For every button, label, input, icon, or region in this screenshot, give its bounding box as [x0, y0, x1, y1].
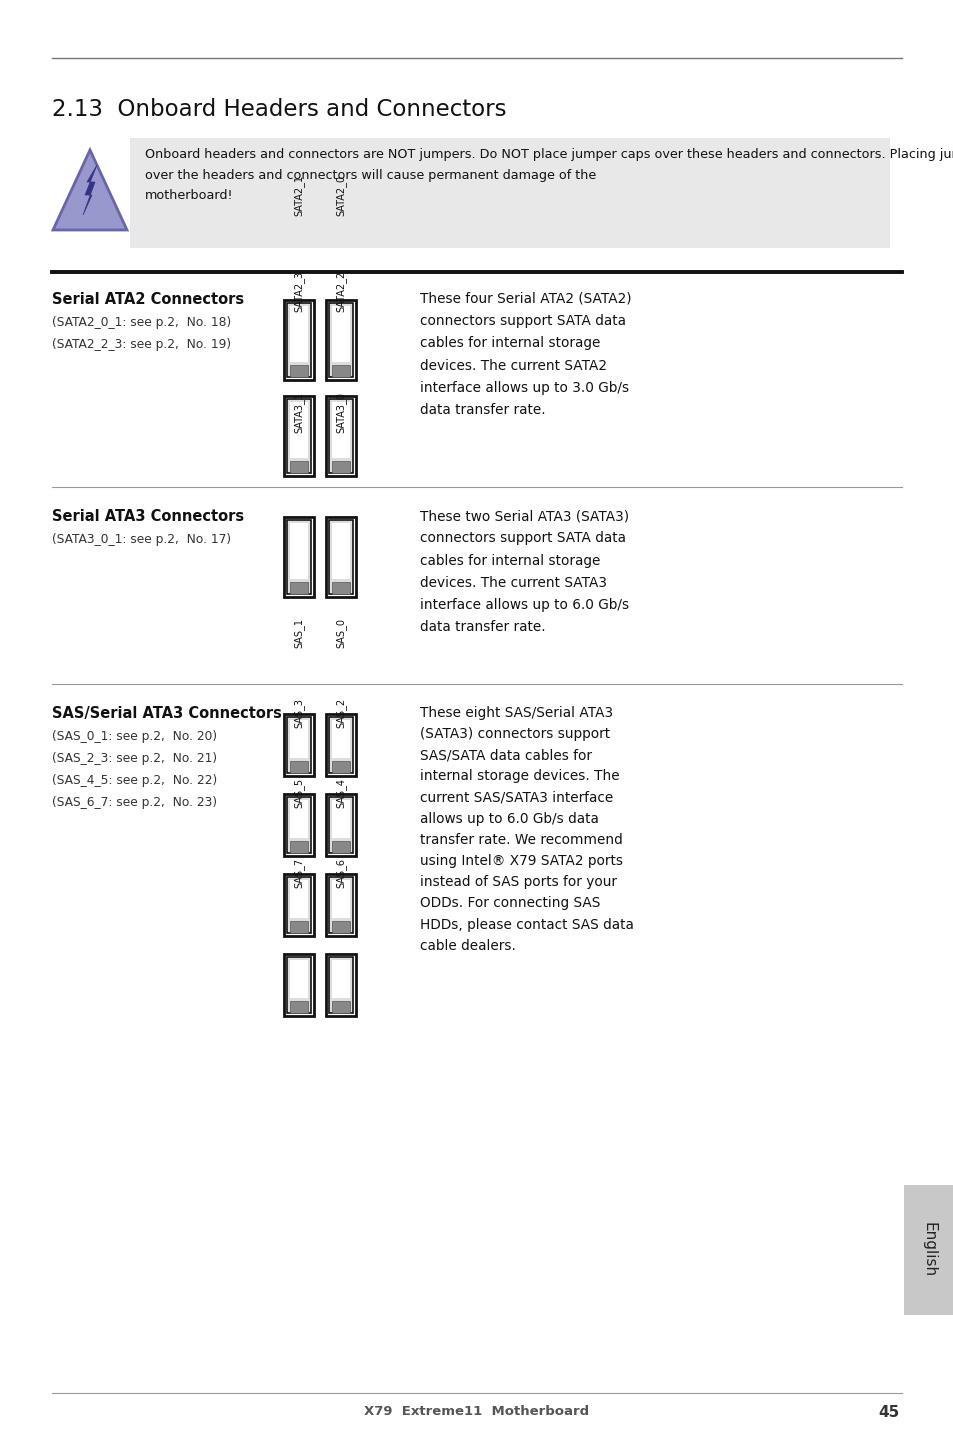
Bar: [329, 520, 353, 594]
Polygon shape: [83, 165, 97, 215]
Bar: [332, 841, 350, 853]
Text: Onboard headers and connectors are NOT jumpers. Do NOT place jumper caps over th: Onboard headers and connectors are NOT j…: [145, 147, 953, 202]
Bar: [332, 959, 350, 998]
Bar: [284, 793, 314, 856]
Bar: [332, 760, 350, 773]
Text: These two Serial ATA3 (SATA3)
connectors support SATA data
cables for internal s: These two Serial ATA3 (SATA3) connectors…: [419, 508, 628, 634]
Bar: [290, 881, 308, 918]
Text: SAS_0: SAS_0: [335, 619, 346, 649]
Bar: [326, 517, 355, 597]
Bar: [284, 874, 314, 937]
Text: Serial ATA2 Connectors: Serial ATA2 Connectors: [52, 292, 244, 306]
Bar: [290, 365, 308, 377]
Bar: [290, 1001, 308, 1012]
Text: SATA3_0: SATA3_0: [335, 392, 346, 432]
Bar: [329, 304, 353, 377]
Text: SATA2_3: SATA2_3: [294, 271, 304, 312]
Bar: [332, 1001, 350, 1012]
Bar: [326, 715, 355, 776]
Bar: [287, 400, 311, 473]
Text: English: English: [921, 1223, 936, 1277]
Bar: [290, 581, 308, 594]
Bar: [326, 874, 355, 937]
Bar: [287, 304, 311, 377]
Bar: [329, 957, 353, 1012]
Text: (SAS_0_1: see p.2,  No. 20): (SAS_0_1: see p.2, No. 20): [52, 730, 217, 743]
Bar: [332, 881, 350, 918]
Bar: [287, 717, 311, 773]
Text: (SAS_4_5: see p.2,  No. 22): (SAS_4_5: see p.2, No. 22): [52, 775, 217, 788]
Text: (SATA2_0_1: see p.2,  No. 18): (SATA2_0_1: see p.2, No. 18): [52, 316, 231, 329]
Text: These four Serial ATA2 (SATA2)
connectors support SATA data
cables for internal : These four Serial ATA2 (SATA2) connector…: [419, 292, 631, 417]
Text: SAS_1: SAS_1: [294, 619, 304, 649]
Text: SATA3_1: SATA3_1: [294, 392, 304, 432]
Bar: [290, 461, 308, 473]
Bar: [326, 299, 355, 379]
Bar: [290, 760, 308, 773]
Bar: [287, 876, 311, 934]
Bar: [290, 402, 308, 458]
Text: SATA2_0: SATA2_0: [335, 175, 346, 216]
Text: (SATA2_2_3: see p.2,  No. 19): (SATA2_2_3: see p.2, No. 19): [52, 338, 231, 351]
Bar: [332, 365, 350, 377]
Bar: [326, 954, 355, 1015]
Bar: [287, 957, 311, 1012]
Text: SAS/Serial ATA3 Connectors: SAS/Serial ATA3 Connectors: [52, 706, 281, 720]
Bar: [290, 959, 308, 998]
Bar: [284, 397, 314, 475]
Bar: [287, 520, 311, 594]
Bar: [332, 402, 350, 458]
Text: (SATA3_0_1: see p.2,  No. 17): (SATA3_0_1: see p.2, No. 17): [52, 533, 231, 546]
Bar: [329, 798, 353, 853]
Bar: [329, 400, 353, 473]
Bar: [284, 517, 314, 597]
Text: SATA2_2: SATA2_2: [335, 271, 346, 312]
Bar: [332, 461, 350, 473]
Text: 45: 45: [878, 1405, 899, 1421]
Bar: [290, 800, 308, 838]
Bar: [332, 581, 350, 594]
Text: Serial ATA3 Connectors: Serial ATA3 Connectors: [52, 508, 244, 524]
Polygon shape: [53, 150, 127, 231]
Bar: [326, 397, 355, 475]
Bar: [290, 306, 308, 362]
Bar: [284, 954, 314, 1015]
Bar: [332, 720, 350, 758]
Text: SAS_4: SAS_4: [335, 778, 346, 808]
Text: SATA2_1: SATA2_1: [294, 175, 304, 216]
Bar: [290, 720, 308, 758]
Bar: [284, 715, 314, 776]
Text: SAS_3: SAS_3: [294, 697, 304, 727]
Text: SAS_2: SAS_2: [335, 697, 346, 727]
Bar: [332, 523, 350, 579]
Text: (SAS_2_3: see p.2,  No. 21): (SAS_2_3: see p.2, No. 21): [52, 752, 217, 765]
Bar: [329, 876, 353, 934]
Bar: [903, 1186, 953, 1315]
Text: 2.13  Onboard Headers and Connectors: 2.13 Onboard Headers and Connectors: [52, 97, 506, 120]
Bar: [290, 523, 308, 579]
Bar: [326, 793, 355, 856]
Bar: [130, 137, 889, 248]
Bar: [329, 717, 353, 773]
Text: X79  Extreme11  Motherboard: X79 Extreme11 Motherboard: [364, 1405, 589, 1418]
Bar: [332, 306, 350, 362]
Text: These eight SAS/Serial ATA3
(SATA3) connectors support
SAS/SATA data cables for
: These eight SAS/Serial ATA3 (SATA3) conn…: [419, 706, 633, 952]
Text: (SAS_6_7: see p.2,  No. 23): (SAS_6_7: see p.2, No. 23): [52, 796, 217, 809]
Bar: [284, 299, 314, 379]
Text: SAS_5: SAS_5: [294, 778, 304, 808]
Bar: [332, 800, 350, 838]
Bar: [332, 921, 350, 934]
Bar: [290, 841, 308, 853]
Bar: [287, 798, 311, 853]
Text: SAS_6: SAS_6: [335, 858, 346, 888]
Text: SAS_7: SAS_7: [294, 858, 304, 888]
Bar: [290, 921, 308, 934]
